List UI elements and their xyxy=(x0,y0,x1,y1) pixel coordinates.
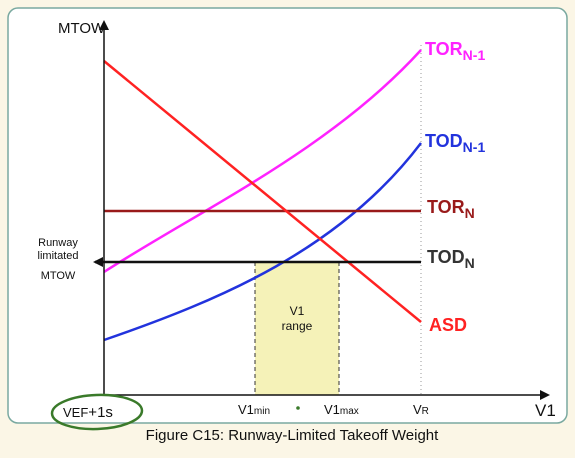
y-annotation-line1: Runway xyxy=(38,237,78,249)
tor-n1-label-main: TOR xyxy=(425,39,463,59)
tod-n1-label-sub: N-1 xyxy=(463,139,486,155)
tor-n-label-main: TOR xyxy=(427,197,465,217)
v1max-tick-label: V1max xyxy=(324,402,359,417)
tod-n1-label-main: TOD xyxy=(425,131,463,151)
v1-range-region xyxy=(255,262,339,395)
vr-tick-main: V xyxy=(413,402,422,417)
v1max-tick-main: V1 xyxy=(324,402,340,417)
vef-tick-plus: + xyxy=(88,404,97,421)
vr-tick-sub: R xyxy=(422,406,429,417)
highlight-circle xyxy=(50,393,144,431)
v1-range-label-line2: range xyxy=(282,319,313,333)
v1min-tick-main: V1 xyxy=(238,402,254,417)
y-annotation-line2: limitated xyxy=(38,250,79,262)
tor-n1-label-sub: N-1 xyxy=(463,47,486,63)
tod-n1-label: TODN-1 xyxy=(425,131,485,155)
v1max-tick-sub: max xyxy=(340,406,359,417)
tod-n1-curve xyxy=(103,142,422,342)
small-mark-dot xyxy=(296,406,300,410)
vr-tick-label: VR xyxy=(413,402,429,417)
tor-n1-label: TORN-1 xyxy=(425,39,485,63)
tor-n-label: TORN xyxy=(427,197,475,221)
vef-tick-label: VEF+1s xyxy=(63,404,113,421)
vef-tick-rest: 1s xyxy=(97,404,113,421)
tor-n-label-sub: N xyxy=(465,205,475,221)
vef-tick-main: VEF xyxy=(63,405,88,420)
plot-frame xyxy=(7,7,568,424)
y-axis-label: MTOW xyxy=(58,20,106,37)
asd-line xyxy=(103,60,422,323)
x-axis-label: V1 xyxy=(535,401,556,420)
tod-n-label-main: TOD xyxy=(427,247,465,267)
v1min-tick-label: V1min xyxy=(238,402,270,417)
v1-range-label-line1: V1 xyxy=(290,304,305,318)
tod-n-label: TODN xyxy=(427,247,475,271)
asd-label: ASD xyxy=(429,315,467,335)
tod-n-label-sub: N xyxy=(465,255,475,271)
tor-n1-curve xyxy=(103,49,422,274)
v1min-tick-sub: min xyxy=(254,406,270,417)
figure-caption: Figure C15: Runway-Limited Takeoff Weigh… xyxy=(146,427,439,444)
y-annotation-line3: MTOW xyxy=(41,270,76,282)
